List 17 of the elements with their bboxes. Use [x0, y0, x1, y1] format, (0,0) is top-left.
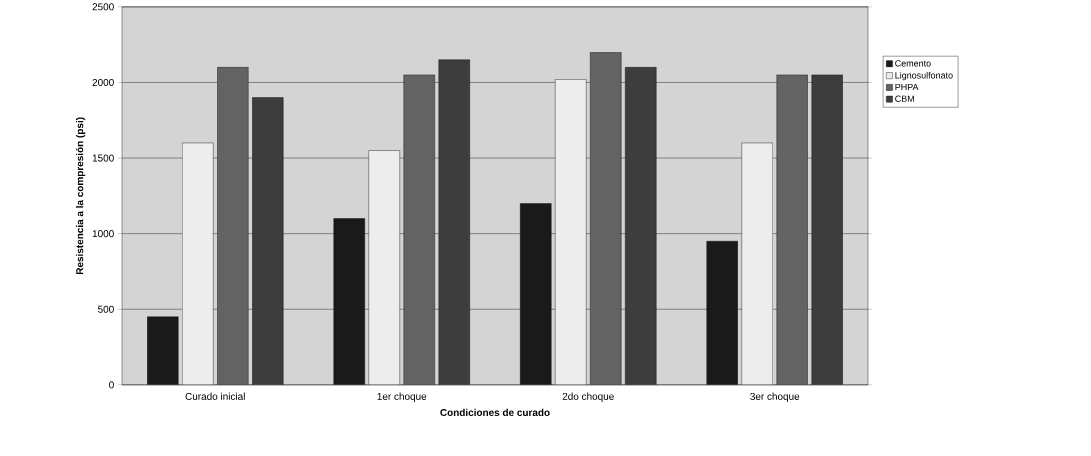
x-tick-label: 2do choque	[562, 392, 614, 402]
y-tick-label: 1000	[92, 230, 114, 238]
y-tick-label: 2500	[92, 3, 114, 11]
y-tick-label: 500	[98, 305, 114, 313]
legend-label: Lignosulfonato	[895, 71, 953, 81]
y-tick-label: 1500	[92, 154, 114, 162]
x-tick-label: Curado inicial	[185, 392, 245, 401]
y-axis-title: Resistencia a la compresión (psi)	[75, 117, 86, 275]
x-tick-label: 1er choque	[377, 392, 427, 402]
legend-label: PHPA	[895, 83, 919, 91]
x-tick-label: 3er choque	[750, 392, 800, 402]
x-axis-title: Condiciones de curado	[440, 408, 550, 417]
y-tick-label: 0	[109, 381, 114, 389]
legend-label: CBM	[895, 95, 914, 102]
y-tick-label: 2000	[92, 79, 114, 87]
bar	[147, 316, 179, 385]
legend-label: Cemento	[895, 60, 931, 67]
